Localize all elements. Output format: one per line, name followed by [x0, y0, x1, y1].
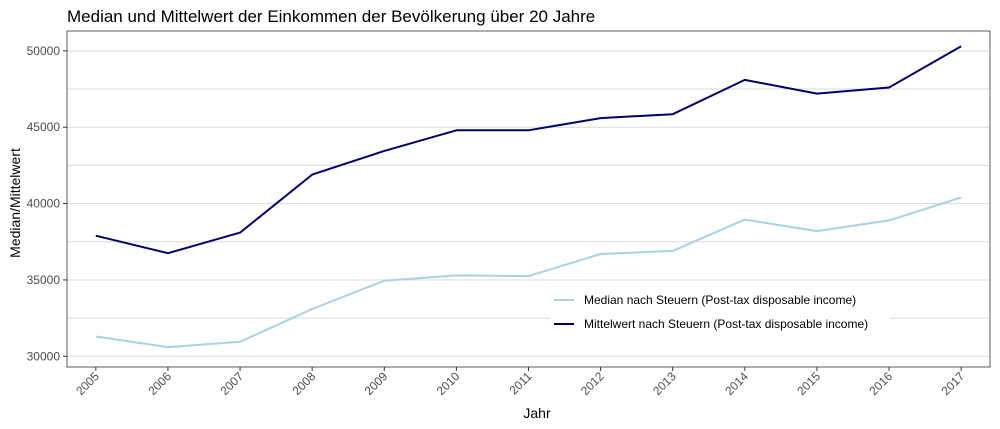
legend-label-0: Median nach Steuern (Post-tax disposable…	[584, 293, 856, 307]
x-tick-label: 2017	[938, 369, 967, 398]
axes: 30000 35000 40000 45000 50000 2005 2006 2007 200…	[27, 44, 968, 398]
y-tick-label: 30000	[27, 349, 61, 363]
y-tick-label: 45000	[27, 120, 61, 134]
legend-background	[550, 284, 890, 338]
x-tick-label: 2011	[506, 369, 534, 397]
x-tick-label: 2007	[217, 369, 246, 398]
legend: Median nach Steuern (Post-tax disposable…	[550, 284, 890, 338]
y-tick-label: 40000	[27, 197, 61, 211]
y-tick-label: 35000	[27, 273, 61, 287]
x-tick-label: 2009	[362, 369, 391, 398]
y-axis-title: Median/Mittelwert	[7, 148, 23, 258]
x-axis-title: Jahr	[523, 405, 551, 421]
x-tick-label: 2013	[650, 369, 679, 398]
legend-label-1: Mittelwert nach Steuern (Post-tax dispos…	[584, 317, 868, 331]
x-tick-label: 2008	[290, 369, 319, 398]
x-tick-label: 2015	[794, 369, 823, 398]
x-tick-label: 2006	[145, 369, 174, 398]
series-lines	[95, 45, 962, 349]
x-tick-label: 2016	[866, 369, 895, 398]
series-line-0	[95, 196, 962, 349]
x-tick-label: 2014	[722, 369, 751, 398]
chart-title: Median und Mittelwert der Einkommen der …	[67, 7, 595, 26]
x-tick-label: 2005	[73, 369, 102, 398]
x-tick-label: 2012	[578, 369, 607, 398]
series-line-1	[95, 45, 962, 255]
x-tick-label: 2010	[434, 369, 463, 398]
y-tick-label: 50000	[27, 44, 61, 58]
